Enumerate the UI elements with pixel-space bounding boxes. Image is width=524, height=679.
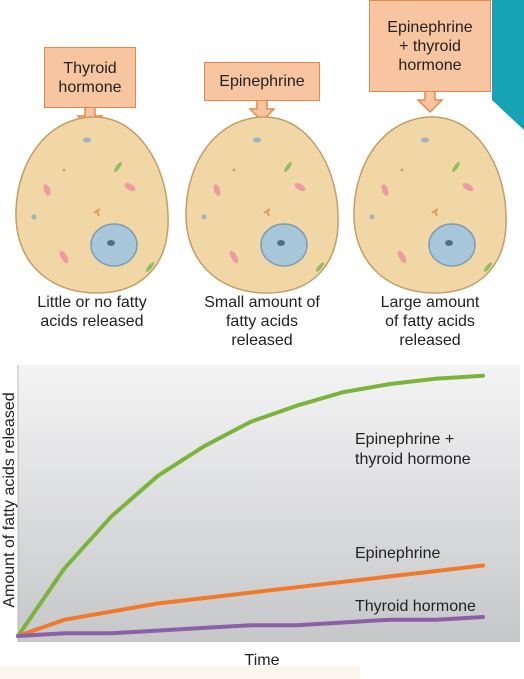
result-caption: Large amount of fatty acids released — [380, 294, 480, 349]
result-caption: Small amount of fatty acids released — [204, 294, 320, 349]
x-axis-label: Time — [245, 652, 280, 669]
series-line — [16, 563, 485, 638]
arrow — [417, 89, 443, 113]
series-line — [16, 373, 485, 638]
stimulus-box: Thyroid hormone — [44, 47, 136, 108]
result-caption: Little or no fatty acids released — [37, 294, 147, 330]
stimulus-box: Epinephrine + thyroid hormone — [369, 0, 491, 92]
lines — [16, 373, 485, 638]
corner-tab — [492, 0, 524, 130]
cell — [184, 115, 340, 295]
series-label: Epinephrine + thyroid hormone — [355, 431, 471, 468]
stimulus-box: Epinephrine — [204, 62, 320, 101]
y-axis-label: Amount of fatty acids released — [1, 392, 18, 607]
footer-strip — [0, 666, 360, 679]
series-label: Thyroid hormone — [355, 598, 476, 615]
cell — [14, 115, 170, 295]
series-line — [16, 615, 485, 638]
cell — [352, 115, 508, 295]
plot-area — [18, 365, 520, 642]
series-label: Epinephrine — [355, 545, 441, 562]
